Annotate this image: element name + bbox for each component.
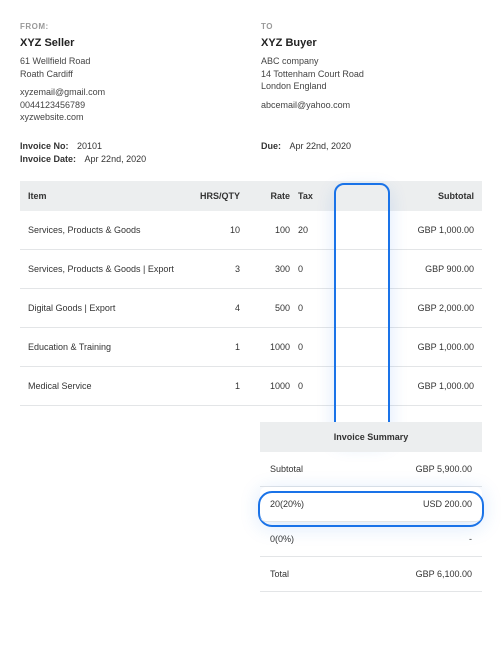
summary-title: Invoice Summary [260,422,482,452]
summary-value: GBP 6,100.00 [416,569,472,579]
cell-rate: 500 [240,303,290,313]
cell-item: Medical Service [28,381,188,391]
table-row: Services, Products & Goods | Export33000… [20,250,482,289]
summary-label: 20(20%) [270,499,304,509]
seller-website: xyzwebsite.com [20,111,241,124]
buyer-addr2: London England [261,80,482,93]
col-rate: Rate [240,191,290,201]
cell-subtotal: GBP 1,000.00 [342,381,474,391]
header: FROM: XYZ Seller 61 Wellfield Road Roath… [20,22,482,124]
cell-tax: 0 [290,264,342,274]
invoice-date-value: Apr 22nd, 2020 [85,154,147,164]
summary-value: USD 200.00 [423,499,472,509]
cell-qty: 3 [188,264,240,274]
cell-subtotal: GBP 900.00 [342,264,474,274]
seller-name: XYZ Seller [20,37,241,49]
cell-rate: 300 [240,264,290,274]
col-qty: HRS/QTY [188,191,240,201]
table-row: Digital Goods | Export45000GBP 2,000.00 [20,289,482,328]
invoice-no-value: 20101 [77,141,102,151]
buyer-addr1: 14 Tottenham Court Road [261,68,482,81]
invoice-summary: Invoice Summary Subtotal GBP 5,900.00 20(2… [260,422,482,592]
summary-value: GBP 5,900.00 [416,464,472,474]
from-label: FROM: [20,22,241,31]
col-tax: Tax [290,191,342,201]
summary-value: - [469,534,472,544]
cell-subtotal: GBP 1,000.00 [342,342,474,352]
cell-tax: 20 [290,225,342,235]
to-label: TO [261,22,482,31]
invoice-date-label: Invoice Date: [20,154,76,164]
cell-tax: 0 [290,303,342,313]
cell-item: Digital Goods | Export [28,303,188,313]
summary-label: Total [270,569,289,579]
table-row: Education & Training110000GBP 1,000.00 [20,328,482,367]
items-table: Item HRS/QTY Rate Tax Subtotal Services,… [20,181,482,406]
cell-rate: 100 [240,225,290,235]
cell-item: Education & Training [28,342,188,352]
cell-qty: 10 [188,225,240,235]
invoice-meta: Invoice No: 20101 Invoice Date: Apr 22nd… [20,140,482,167]
summary-row: 0(0%) - [260,522,482,557]
col-item: Item [28,191,188,201]
summary-section: Invoice Summary Subtotal GBP 5,900.00 20(2… [20,422,482,592]
cell-qty: 1 [188,342,240,352]
cell-rate: 1000 [240,381,290,391]
table-row: Medical Service110000GBP 1,000.00 [20,367,482,406]
invoice-date-row: Invoice Date: Apr 22nd, 2020 [20,153,241,167]
summary-label: 0(0%) [270,534,294,544]
due-row: Due: Apr 22nd, 2020 [261,140,482,154]
seller-phone: 0044123456789 [20,99,241,112]
cell-subtotal: GBP 2,000.00 [342,303,474,313]
seller-email: xyzemail@gmail.com [20,86,241,99]
col-subtotal: Subtotal [342,191,474,201]
cell-subtotal: GBP 1,000.00 [342,225,474,235]
invoice-no-label: Invoice No: [20,141,69,151]
cell-rate: 1000 [240,342,290,352]
items-header-row: Item HRS/QTY Rate Tax Subtotal [20,181,482,211]
summary-row: Total GBP 6,100.00 [260,557,482,592]
summary-label: Subtotal [270,464,303,474]
cell-item: Services, Products & Goods [28,225,188,235]
to-column: TO XYZ Buyer ABC company 14 Tottenham Co… [261,22,482,124]
from-column: FROM: XYZ Seller 61 Wellfield Road Roath… [20,22,241,124]
cell-item: Services, Products & Goods | Export [28,264,188,274]
buyer-name: XYZ Buyer [261,37,482,49]
buyer-email: abcemail@yahoo.com [261,99,482,112]
cell-tax: 0 [290,381,342,391]
table-row: Services, Products & Goods1010020GBP 1,0… [20,211,482,250]
due-value: Apr 22nd, 2020 [290,141,352,151]
cell-qty: 1 [188,381,240,391]
seller-addr1: 61 Wellfield Road [20,55,241,68]
cell-tax: 0 [290,342,342,352]
due-label: Due: [261,141,281,151]
summary-row: Subtotal GBP 5,900.00 [260,452,482,487]
invoice-no-row: Invoice No: 20101 [20,140,241,154]
seller-addr2: Roath Cardiff [20,68,241,81]
buyer-company: ABC company [261,55,482,68]
cell-qty: 4 [188,303,240,313]
summary-row: 20(20%) USD 200.00 [260,487,482,522]
